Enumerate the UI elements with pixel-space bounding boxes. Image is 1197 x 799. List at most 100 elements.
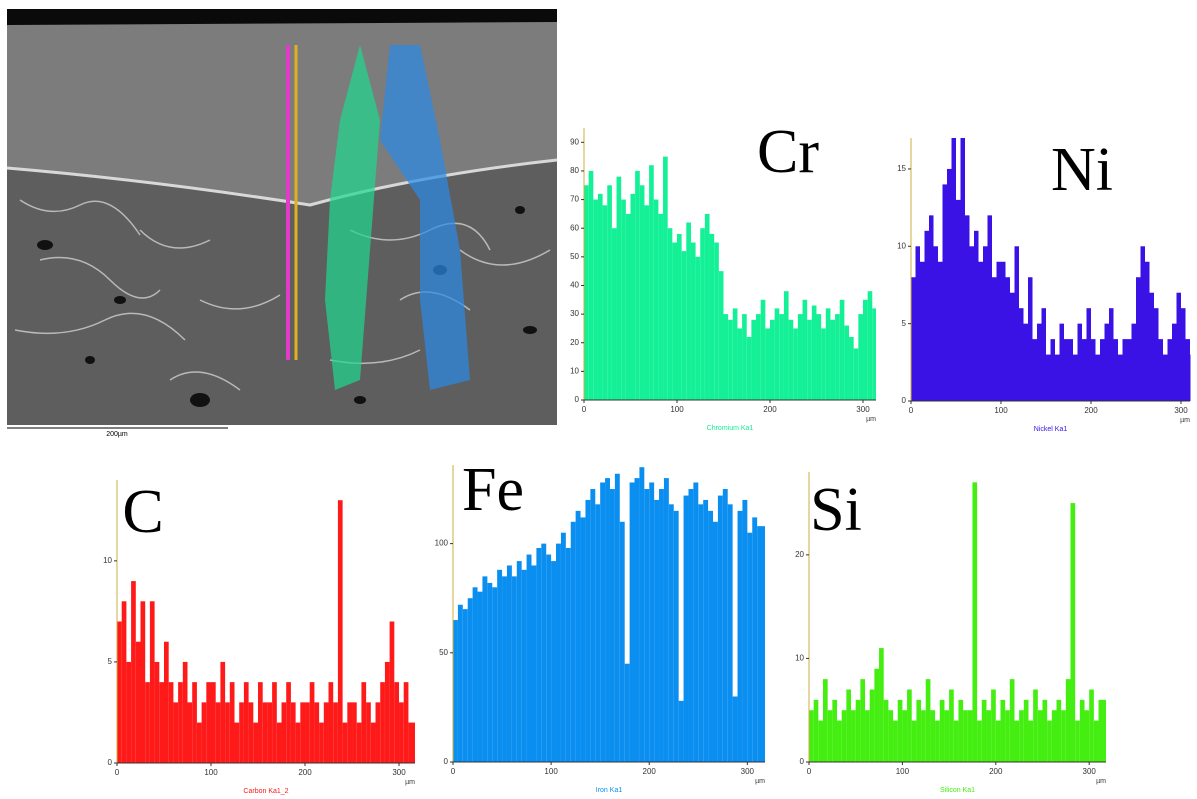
bar: [983, 246, 988, 401]
bar: [723, 314, 729, 400]
bar: [686, 222, 691, 400]
bar: [728, 319, 733, 400]
bar: [1061, 710, 1066, 762]
y-tick-label: 70: [570, 195, 579, 204]
bar: [1095, 354, 1100, 401]
bar: [825, 308, 831, 400]
y-tick-label: 80: [570, 166, 579, 175]
bar: [714, 242, 719, 400]
bar: [1098, 699, 1106, 762]
y-tick-label: 0: [108, 758, 113, 767]
bar: [746, 337, 752, 400]
bar: [600, 482, 606, 762]
bar: [883, 699, 889, 762]
bar: [267, 702, 273, 763]
bar: [580, 517, 586, 762]
bar: [1005, 710, 1010, 762]
x-tick-label: 100: [204, 768, 218, 777]
bar: [253, 722, 259, 763]
bar: [394, 682, 400, 763]
x-tick-label: 100: [544, 767, 558, 776]
bar: [487, 582, 493, 762]
bar: [673, 510, 679, 762]
bar: [1014, 246, 1019, 401]
bar: [681, 251, 687, 400]
bar: [621, 199, 626, 400]
bar: [663, 156, 668, 400]
scale-bar-label: 200µm: [106, 431, 128, 438]
bar: [639, 467, 645, 762]
bar: [678, 700, 684, 762]
bar: [693, 482, 699, 762]
bar: [1014, 720, 1020, 762]
bar: [1079, 699, 1085, 762]
y-tick-label: 60: [570, 223, 579, 232]
x-tick-label: 200: [763, 405, 777, 414]
bar: [951, 138, 956, 401]
bar: [915, 246, 920, 401]
sem-image: 200µm: [6, 9, 558, 438]
bar: [920, 261, 925, 401]
bar: [1068, 339, 1073, 401]
bar: [823, 679, 828, 762]
bar: [585, 499, 591, 762]
bar: [1163, 354, 1168, 401]
bar: [732, 308, 738, 400]
y-tick-label: 50: [439, 648, 448, 657]
bar: [717, 495, 723, 762]
bar: [942, 184, 947, 401]
bar: [742, 314, 747, 400]
bar: [403, 682, 409, 763]
element-label: Cr: [757, 118, 819, 186]
x-tick-label: 300: [856, 405, 870, 414]
y-tick-label: 20: [795, 550, 804, 559]
bar: [1037, 323, 1042, 401]
bar: [243, 682, 249, 763]
bar: [996, 261, 1001, 401]
element-label: Ni: [1051, 136, 1113, 204]
bar: [1181, 308, 1186, 401]
bar: [290, 702, 296, 763]
bar: [981, 699, 987, 762]
bar: [1113, 339, 1118, 401]
bar: [690, 242, 696, 400]
bar: [347, 702, 353, 763]
bar: [1023, 699, 1029, 762]
bar: [1084, 710, 1090, 762]
bar: [818, 720, 824, 762]
bar: [658, 213, 664, 400]
bar: [853, 348, 859, 400]
bar: [858, 314, 863, 400]
bar: [560, 532, 566, 762]
bar: [654, 499, 660, 762]
bar: [399, 702, 404, 763]
bar: [879, 648, 884, 762]
y-tick-label: 10: [103, 556, 112, 565]
bar: [830, 319, 836, 400]
y-tick-label: 5: [108, 657, 113, 666]
bar: [839, 299, 845, 400]
bar: [676, 233, 682, 400]
bar: [248, 702, 254, 763]
bar: [907, 689, 912, 762]
bar: [551, 561, 557, 762]
x-axis-label: Iron Ka1: [596, 787, 623, 794]
bar: [949, 689, 954, 762]
bar: [187, 702, 193, 763]
bar: [149, 601, 155, 763]
x-tick-label: 200: [298, 768, 312, 777]
bar: [1019, 308, 1024, 401]
bar: [234, 722, 240, 763]
x-tick-label: 0: [115, 768, 120, 777]
x-tick-label: 0: [807, 767, 812, 776]
bar: [588, 170, 594, 400]
bar: [1064, 339, 1069, 401]
bar: [1104, 323, 1109, 401]
bar: [546, 554, 552, 762]
bar: [837, 720, 842, 762]
bar: [1010, 292, 1015, 401]
bar: [1122, 339, 1127, 401]
x-tick-label: 100: [896, 767, 910, 776]
element-label: Fe: [462, 456, 524, 524]
element-label: C: [122, 478, 163, 546]
